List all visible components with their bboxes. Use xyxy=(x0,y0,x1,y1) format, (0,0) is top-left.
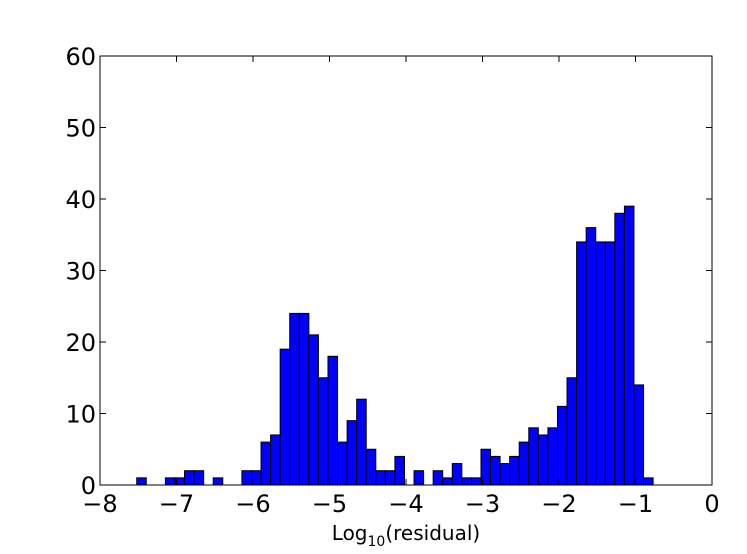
bar xyxy=(317,377,329,486)
bar xyxy=(537,434,549,486)
y-tick-label: 60 xyxy=(65,43,96,71)
bar xyxy=(576,241,587,486)
bar xyxy=(184,470,195,486)
bar xyxy=(432,470,444,486)
x-axis-label: Log10(residual) xyxy=(332,521,480,550)
x-tick-label: −8 xyxy=(82,490,117,518)
x-tick-label: −3 xyxy=(465,490,500,518)
bar xyxy=(136,477,147,486)
bar xyxy=(509,455,520,486)
bar xyxy=(547,427,558,486)
x-tick-label: −7 xyxy=(159,490,194,518)
bar xyxy=(327,355,339,486)
bar xyxy=(556,405,568,486)
bar xyxy=(413,470,425,486)
plot-area xyxy=(136,205,654,486)
x-tick-label: −4 xyxy=(388,490,423,518)
bar xyxy=(298,312,310,486)
bar xyxy=(528,427,539,486)
x-label-rest: (residual) xyxy=(385,521,480,545)
bar xyxy=(595,241,606,486)
bar xyxy=(585,227,597,486)
bar xyxy=(289,312,300,486)
bar xyxy=(346,420,358,486)
x-label-base: Log xyxy=(332,521,368,545)
y-tick-label: 10 xyxy=(65,401,96,429)
bar xyxy=(375,470,386,486)
x-tick-label: −2 xyxy=(541,490,576,518)
bar xyxy=(604,241,616,486)
x-label-subscript: 10 xyxy=(368,534,386,550)
bar xyxy=(566,377,578,486)
bar xyxy=(308,334,319,486)
y-tick-label: 0 xyxy=(81,472,96,500)
y-tick-label: 20 xyxy=(65,329,96,357)
x-tick-label: −1 xyxy=(618,490,653,518)
bar xyxy=(260,441,272,486)
bar xyxy=(633,384,645,486)
bar xyxy=(337,441,348,486)
bar xyxy=(518,441,530,486)
y-tick-label: 30 xyxy=(65,258,96,286)
y-tick-label: 40 xyxy=(65,186,96,214)
y-tick-label: 50 xyxy=(65,115,96,143)
x-tick-label: −6 xyxy=(235,490,270,518)
x-tick-label: 0 xyxy=(704,490,719,518)
bar xyxy=(394,455,405,486)
bar xyxy=(623,205,635,486)
bar xyxy=(490,455,501,486)
bar xyxy=(270,434,281,486)
bar xyxy=(279,348,291,486)
bar xyxy=(470,477,482,486)
bar xyxy=(212,477,224,486)
bar xyxy=(499,463,511,486)
bar xyxy=(241,470,252,486)
bar xyxy=(384,470,396,486)
bar xyxy=(461,477,472,486)
bar xyxy=(193,470,205,486)
x-tick-label: −5 xyxy=(312,490,347,518)
bar xyxy=(365,448,377,486)
bar xyxy=(451,463,463,486)
bar xyxy=(614,212,625,486)
bar xyxy=(643,477,654,486)
bar xyxy=(442,477,453,486)
bar xyxy=(356,398,367,486)
bar xyxy=(164,477,176,486)
